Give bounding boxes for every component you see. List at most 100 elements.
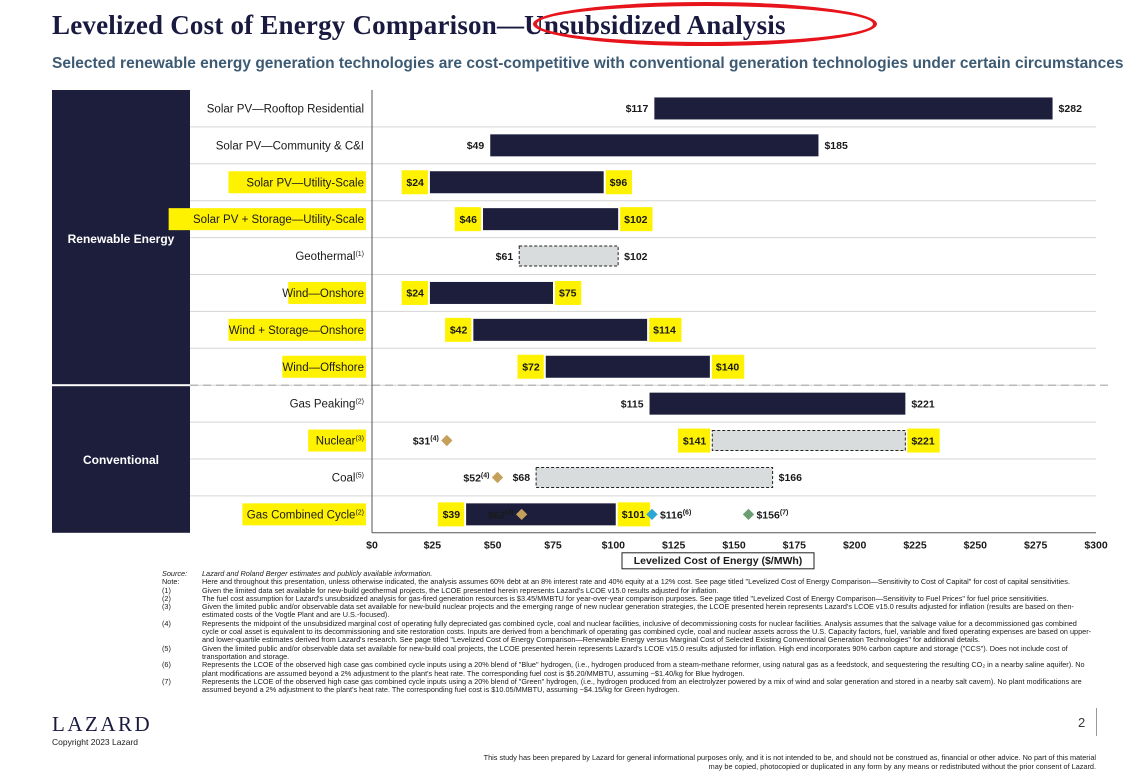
low-value-label: $49 [467, 140, 485, 152]
page-subtitle: Selected renewable energy generation tec… [52, 55, 1124, 72]
x-tick-label: $200 [843, 540, 867, 552]
low-value-label: $141 [683, 435, 707, 447]
footnote-text: Given the limited data set available for… [202, 585, 719, 595]
marker-label: $116(6) [660, 509, 691, 521]
category-highlight [282, 355, 366, 378]
range-bar-dashed [711, 430, 906, 452]
category-label: Nuclear(3) [316, 435, 364, 447]
category-label: Geothermal(1) [295, 251, 364, 263]
category-label: Gas Peaking(2) [290, 398, 364, 410]
high-value-label: $166 [779, 472, 803, 484]
range-bar [545, 355, 710, 378]
footnote-key: (5) [162, 643, 171, 653]
low-value-label: $24 [406, 177, 424, 189]
copyright: Copyright 2023 Lazard [52, 737, 139, 747]
range-bar [429, 281, 553, 304]
footnote: (5) Given the limited public and/or obser… [162, 643, 1092, 662]
footnote-key: Source: [162, 569, 188, 578]
marker-diamond [441, 434, 453, 447]
annotation-circle [533, 2, 877, 46]
category-highlight [168, 208, 366, 231]
value-highlight [401, 170, 428, 195]
range-bar [466, 503, 616, 526]
marker-label: $52(4) [463, 472, 489, 484]
high-value-label: $185 [824, 140, 848, 152]
footnote-key: (7) [162, 676, 171, 686]
footnote-text: The fuel cost assumption for Lazard's un… [202, 593, 1049, 603]
marker-diamond [491, 471, 504, 484]
category-label: Wind + Storage—Onshore [229, 325, 364, 337]
high-value-label: $221 [911, 398, 935, 410]
x-tick-label: $150 [722, 540, 746, 552]
category-label: Solar PV—Community & C&I [216, 140, 364, 152]
footnote: (7) Represents the LCOE of the observed h… [162, 676, 1092, 695]
footnote-key: (4) [162, 618, 171, 628]
low-value-label: $117 [626, 103, 649, 115]
category-highlight [288, 281, 366, 304]
group-panel-1 [52, 386, 190, 533]
footnote: Note: Here and throughout this presentati… [162, 577, 1092, 586]
value-highlight [517, 354, 544, 379]
category-highlight [308, 429, 366, 452]
marker-label: $31(4) [413, 435, 439, 447]
range-bar [654, 97, 1053, 120]
value-highlight [907, 428, 940, 453]
category-label: Solar PV—Rooftop Residential [207, 103, 364, 115]
range-bar-dashed [535, 466, 774, 488]
value-highlight [454, 207, 482, 232]
footnote-key: (6) [162, 660, 171, 670]
footnote: (4) Represents the midpoint of the unsubs… [162, 618, 1092, 645]
page-divider [1096, 708, 1097, 736]
x-tick-label: $75 [544, 540, 562, 552]
low-value-label: $72 [522, 362, 540, 374]
high-value-label: $102 [624, 251, 648, 263]
x-tick-label: $175 [783, 540, 807, 552]
footnote-text: Given the limited public and/or observab… [202, 602, 1074, 620]
category-label: Wind—Onshore [282, 288, 364, 300]
x-tick-label: $250 [964, 540, 988, 552]
low-value-label: $115 [621, 398, 644, 410]
high-value-label: $114 [653, 325, 676, 337]
x-tick-label: $125 [662, 540, 686, 552]
x-tick-label: $275 [1024, 540, 1048, 552]
category-label: Solar PV—Utility-Scale [246, 177, 364, 189]
footnote-text: Given the limited public and/or observab… [202, 643, 1068, 661]
disclaimer: This study has been prepared by Lazard f… [483, 753, 1096, 771]
category-label: Solar PV + Storage—Utility-Scale [193, 214, 364, 226]
range-bar [429, 171, 604, 194]
marker-diamond [646, 508, 658, 521]
value-highlight [620, 207, 653, 232]
footnote: (6) Represents the LCOE of the observed h… [162, 661, 1092, 678]
group-label-0: Renewable Energy [68, 232, 175, 246]
value-highlight [437, 502, 465, 527]
marker-diamond [742, 508, 755, 521]
low-value-label: $61 [496, 251, 514, 263]
footnote-key: (1) [162, 585, 171, 595]
category-highlight [228, 318, 366, 341]
footnote-key: (3) [162, 602, 171, 612]
high-value-label: $282 [1059, 103, 1083, 115]
low-value-label: $68 [513, 472, 531, 484]
footnote: (3) Given the limited public and/or obser… [162, 603, 1092, 620]
low-value-label: $24 [406, 288, 424, 300]
value-highlight [555, 280, 582, 305]
footnotes: Source: Lazard and Roland Berger estimate… [162, 569, 1092, 695]
footnote-text: Represents the LCOE of the observed high… [202, 660, 1085, 678]
high-value-label: $102 [624, 214, 648, 226]
value-highlight [649, 317, 682, 342]
category-highlight [242, 503, 366, 526]
x-tick-label: $300 [1084, 540, 1108, 552]
value-highlight [617, 502, 651, 527]
x-axis-title-box [621, 552, 815, 570]
category-label: Coal(5) [332, 472, 364, 484]
category-label: Gas Combined Cycle(2) [247, 509, 364, 521]
low-value-label: $46 [459, 214, 477, 226]
category-label: Wind—Offshore [282, 362, 364, 374]
marker-label: $156(7) [756, 509, 788, 521]
range-bar-dashed [518, 245, 619, 267]
group-label-1: Conventional [83, 453, 159, 467]
range-bar [649, 392, 906, 415]
value-highlight [445, 317, 472, 342]
page-number: 2 [1078, 715, 1086, 730]
footnote-text: Represents the midpoint of the unsubsidi… [202, 618, 1092, 645]
